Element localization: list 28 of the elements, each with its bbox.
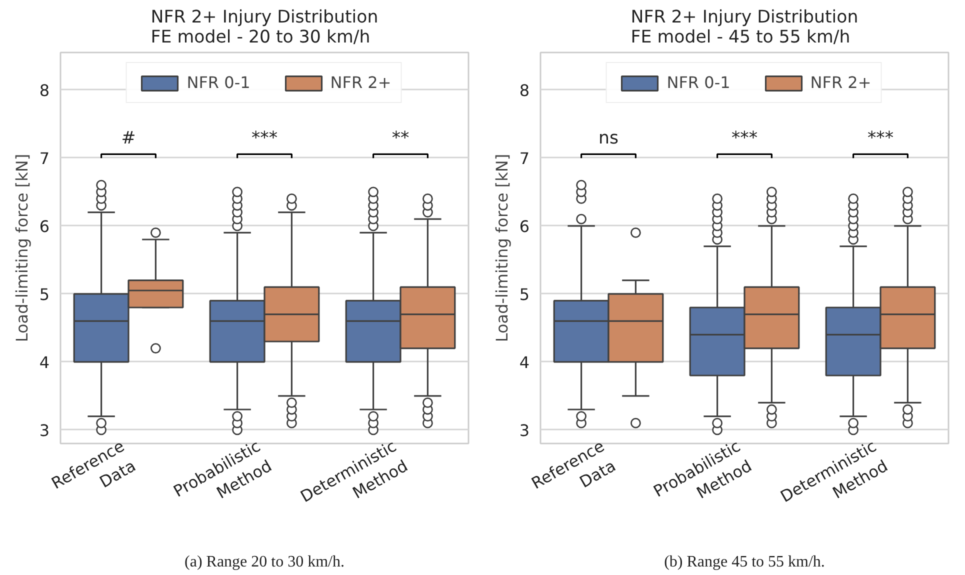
y-tick-label: 7 [39,148,50,168]
chart-title: NFR 2+ Injury Distribution FE model - 45 to 55 km/h [630,8,858,48]
chart-title: NFR 2+ Injury Distribution FE model - 20 to 30 km/h [150,8,378,48]
y-tick-label: 5 [519,284,530,304]
y-tick-label: 6 [519,216,530,236]
text: (b) Range 45 to 55 km/h. [664,554,825,570]
y-tick-label: 7 [519,148,530,168]
annotation: # [121,128,136,148]
y-tick-label: 4 [39,352,50,372]
legend-label: NFR 2+ [810,73,872,92]
y-tick-label: 8 [519,80,530,100]
annotation: *** [252,128,278,148]
y-tick-label: 4 [519,352,530,372]
annotation: *** [732,128,758,148]
legend-label: NFR 0-1 [186,73,250,92]
y-tick-label: 3 [39,420,50,440]
y-tick-label: 5 [39,284,50,304]
y-tick-label: 8 [39,80,50,100]
legend-label: NFR 0-1 [666,73,730,92]
y-tick-label: 3 [519,420,530,440]
y-axis-title: Load-limiting force [kN] [12,154,32,342]
annotation: *** [868,128,894,148]
legend-label: NFR 2+ [330,73,392,92]
y-axis-title: Load-limiting force [kN] [492,154,512,342]
annotation: ns [598,128,619,148]
y-tick-label: 6 [39,216,50,236]
annotation: ** [392,128,410,148]
text: (a) Range 20 to 30 km/h. [184,554,344,570]
